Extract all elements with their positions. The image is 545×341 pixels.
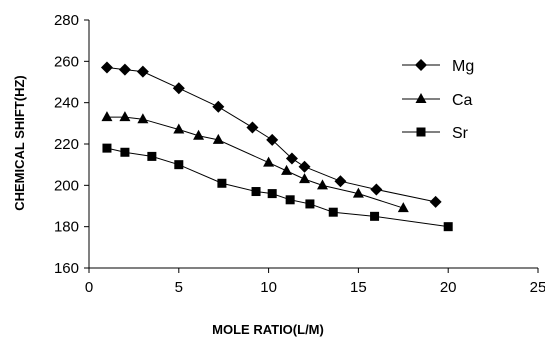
- legend-marker: [415, 93, 427, 103]
- y-tick-label: 180: [54, 219, 79, 236]
- data-point-sr: [120, 147, 130, 157]
- legend-label: Ca: [452, 92, 473, 109]
- data-point-sr: [370, 211, 380, 221]
- data-point-mg: [100, 61, 113, 74]
- data-point-sr: [174, 160, 184, 170]
- data-point-ca: [212, 133, 224, 144]
- data-point-ca: [397, 202, 409, 213]
- data-point-mg: [172, 82, 185, 95]
- data-point-sr: [251, 187, 261, 197]
- data-point-ca: [263, 156, 275, 167]
- axes: 160 180 200 220 240 260 280 0 5 10 15 20 25: [54, 12, 545, 296]
- legend-label: Mg: [452, 58, 474, 75]
- data-point-mg: [370, 183, 383, 196]
- data-point-mg: [429, 195, 442, 208]
- data-point-sr: [443, 222, 453, 232]
- legend-item-mg: Mg: [402, 58, 474, 75]
- x-tick-label: 5: [175, 279, 183, 296]
- series-sr: [102, 143, 453, 232]
- legend-marker: [416, 127, 426, 137]
- x-tick-label: 25: [530, 279, 545, 296]
- data-point-sr: [102, 143, 112, 153]
- data-point-sr: [217, 178, 227, 188]
- series-group: [100, 61, 453, 232]
- y-tick-label: 260: [54, 53, 79, 70]
- data-point-ca: [352, 187, 364, 198]
- x-tick-label: 0: [85, 279, 93, 296]
- series-line-mg: [106, 67, 436, 203]
- data-point-mg: [334, 175, 347, 188]
- y-tick-label: 200: [54, 177, 79, 194]
- legend-item-sr: Sr: [402, 125, 469, 142]
- data-point-sr: [267, 189, 277, 199]
- series-mg: [100, 61, 442, 208]
- data-point-mg: [266, 133, 279, 146]
- data-point-ca: [299, 173, 311, 184]
- data-point-mg: [246, 121, 259, 134]
- data-point-ca: [316, 179, 328, 190]
- data-point-mg: [212, 100, 225, 113]
- series-ca: [101, 111, 409, 213]
- data-point-ca: [281, 164, 293, 175]
- data-point-ca: [137, 113, 149, 124]
- series-line-sr: [106, 147, 449, 228]
- data-point-sr: [285, 195, 295, 205]
- x-axis-title: MOLE RATIO(L/M): [212, 322, 324, 337]
- y-tick-label: 160: [54, 260, 79, 277]
- legend-marker: [415, 59, 427, 71]
- data-point-sr: [328, 207, 338, 217]
- legend: Mg Ca Sr: [402, 58, 474, 142]
- data-point-mg: [298, 160, 311, 173]
- y-tick-label: 220: [54, 136, 79, 153]
- data-point-ca: [101, 111, 113, 122]
- y-tick-label: 280: [54, 12, 79, 29]
- x-tick-label: 10: [260, 279, 277, 296]
- data-point-sr: [147, 151, 157, 161]
- x-tick-label: 20: [440, 279, 457, 296]
- data-point-mg: [136, 65, 149, 78]
- legend-item-ca: Ca: [402, 92, 473, 109]
- y-tick-label: 240: [54, 95, 79, 112]
- x-tick-label: 15: [350, 279, 367, 296]
- legend-label: Sr: [452, 125, 469, 142]
- data-point-mg: [118, 63, 131, 76]
- y-axis-title: CHEMICAL SHIFT(HZ): [12, 75, 27, 211]
- data-point-sr: [305, 199, 315, 209]
- data-point-ca: [193, 129, 205, 140]
- data-point-ca: [173, 123, 185, 134]
- data-point-ca: [119, 111, 131, 122]
- data-point-mg: [285, 152, 298, 165]
